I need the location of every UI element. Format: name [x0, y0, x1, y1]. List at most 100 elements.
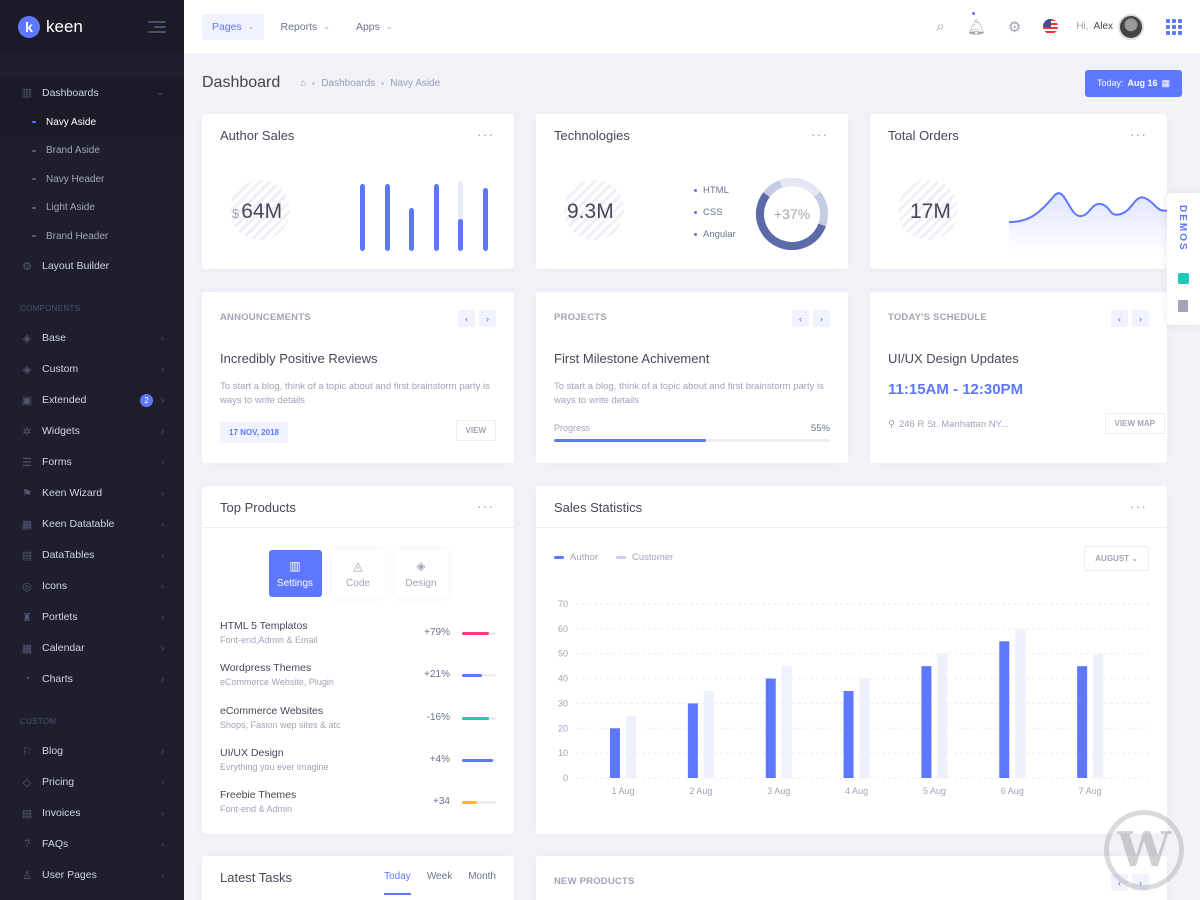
more-icon[interactable]: ···: [1130, 498, 1147, 514]
bar-author-1[interactable]: [610, 728, 620, 778]
bar-customer-1[interactable]: [626, 715, 636, 778]
today-date-button[interactable]: Today: Aug 16 ▦: [1084, 69, 1182, 97]
product-subtitle: Font-end,Admin & Email: [220, 635, 318, 645]
sidebar-item-forms[interactable]: ☰ Forms ›: [0, 447, 184, 478]
sidebar-item-keen-datatable[interactable]: ▦ Keen Datatable ›: [0, 509, 184, 540]
sidebar-item-calendar[interactable]: ▦ Calendar ›: [0, 633, 184, 664]
month-select[interactable]: AUGUST ⌄: [1084, 546, 1149, 571]
bar-author-6[interactable]: [999, 641, 1010, 778]
bar-customer-7[interactable]: [1093, 653, 1104, 778]
header-nav: Pages ⌄ Reports ⌄ Apps ⌄: [202, 13, 403, 40]
us-flag-icon[interactable]: [1043, 19, 1059, 34]
sidebar-item-base[interactable]: ◈ Base ›: [0, 323, 184, 354]
sidebar-item-layout-builder[interactable]: ⚙ Layout Builder: [0, 251, 184, 282]
sidebar-item-widgets[interactable]: ✲ Widgets ›: [0, 416, 184, 447]
flag-icon: ⚐: [22, 745, 32, 758]
author-sales-value: $64M: [232, 200, 282, 224]
apps-grid-icon[interactable]: [1166, 18, 1182, 35]
project-title: First Milestone Achivement: [554, 351, 710, 366]
sidebar-item-faqs[interactable]: ? FAQs ›: [0, 829, 184, 860]
breadcrumb-navy-aside[interactable]: Navy Aside: [390, 77, 441, 89]
tab-label: Design: [405, 577, 437, 589]
sidebar-subitem-light-aside[interactable]: Light Aside: [0, 194, 184, 223]
subheader: Dashboard ⌂ Dashboards Navy Aside Today:…: [184, 53, 1200, 113]
legend-author: Author: [554, 552, 598, 563]
product-row[interactable]: Freebie Themes Font-end & Admin +34: [220, 789, 496, 819]
tab-week[interactable]: Week: [426, 871, 453, 882]
demos-panel[interactable]: DEMOS: [1167, 193, 1200, 325]
sidebar-item-portlets[interactable]: ♜ Portlets ›: [0, 602, 184, 633]
sidebar-item-user-pages[interactable]: ♙ User Pages ›: [0, 860, 184, 891]
sidebar-item-keen-wizard[interactable]: ⚑ Keen Wizard ›: [0, 478, 184, 509]
tab-settings[interactable]: ▥ Settings: [268, 550, 322, 597]
product-row[interactable]: Wordpress Themes eCommerce Website, Plugi…: [220, 662, 496, 692]
more-icon[interactable]: ···: [477, 126, 494, 142]
brand-logo[interactable]: k: [18, 15, 40, 38]
cart-icon[interactable]: [1178, 273, 1189, 284]
sidebar-subitem-brand-header[interactable]: Brand Header: [0, 222, 184, 251]
bar-author-7[interactable]: [1077, 666, 1088, 778]
more-icon[interactable]: ···: [477, 498, 494, 514]
product-bar: [462, 674, 496, 678]
sidebar-item-dashboards[interactable]: ▥ Dashboards ⌄: [0, 77, 184, 108]
next-icon[interactable]: ›: [813, 310, 830, 327]
sidebar-item-invoices[interactable]: ▤ Invoices ›: [0, 798, 184, 829]
bar-author-4[interactable]: [843, 691, 854, 778]
sidebar-item-charts[interactable]: ◔ Charts ›: [0, 664, 184, 695]
bar-author-2[interactable]: [687, 703, 698, 778]
bar-author-3[interactable]: [765, 678, 776, 778]
chevron-right-icon: ›: [161, 674, 164, 684]
technologies-card: Technologies ··· 9.3M HTML CSS Angular +…: [536, 114, 848, 269]
sidebar-subitem-navy-aside[interactable]: Navy Aside: [0, 108, 184, 137]
product-row[interactable]: HTML 5 Templatos Font-end,Admin & Email +7…: [220, 620, 496, 650]
document-icon[interactable]: [1178, 300, 1188, 312]
sidebar-menu: ▥ Dashboards ⌄ Navy Aside Brand Aside Na…: [0, 53, 184, 891]
more-icon[interactable]: ···: [811, 126, 828, 142]
tab-code[interactable]: ◬ Code: [332, 550, 385, 597]
view-map-button[interactable]: VIEW MAP: [1104, 413, 1165, 434]
tab-design[interactable]: ◈ Design: [395, 550, 448, 597]
value-text: 64M: [241, 200, 283, 223]
nav-pages[interactable]: Pages ⌄: [202, 13, 265, 40]
bar-customer-6[interactable]: [1015, 628, 1026, 778]
gear-icon[interactable]: ⚙: [1007, 18, 1022, 36]
sidebar-item-pricing[interactable]: ◇ Pricing ›: [0, 767, 184, 798]
avatar[interactable]: [1118, 13, 1144, 40]
product-row[interactable]: UI/UX Design Evrything you ever imagine +4…: [220, 747, 496, 777]
product-bar-fill: [462, 716, 490, 720]
bar-customer-2[interactable]: [703, 691, 714, 778]
prev-icon[interactable]: ‹: [792, 310, 809, 327]
sidebar-item-extended[interactable]: ▣ Extended 2 ›: [0, 385, 184, 416]
view-button[interactable]: VIEW: [455, 420, 496, 441]
bar-customer-4[interactable]: [859, 678, 870, 778]
tab-month[interactable]: Month: [468, 871, 496, 882]
home-icon[interactable]: ⌂: [300, 77, 307, 89]
next-icon[interactable]: ›: [1132, 310, 1149, 327]
prev-icon[interactable]: ‹: [458, 310, 475, 327]
search-icon[interactable]: ⌕: [936, 18, 945, 35]
menu-toggle-icon[interactable]: [148, 18, 166, 36]
sidebar-item-icons[interactable]: ◎ Icons ›: [0, 571, 184, 602]
bell-icon[interactable]: 🔔︎: [967, 11, 986, 36]
brand-name[interactable]: keen: [46, 16, 83, 36]
tab-today[interactable]: Today: [384, 871, 411, 895]
bar-customer-3[interactable]: [781, 666, 792, 778]
tab-label: Code: [346, 577, 370, 589]
sidebar-item-blog[interactable]: ⚐ Blog ›: [0, 736, 184, 767]
next-icon[interactable]: ›: [479, 310, 496, 327]
user-menu[interactable]: Hi, Alex: [1076, 13, 1144, 40]
sidebar-subitem-navy-header[interactable]: Navy Header: [0, 165, 184, 194]
more-icon[interactable]: ···: [1130, 126, 1147, 142]
nav-apps[interactable]: Apps ⌄: [346, 14, 403, 40]
sidebar-item-custom[interactable]: ◈ Custom ›: [0, 354, 184, 385]
sidebar-item-datatables[interactable]: ▤ DataTables ›: [0, 540, 184, 571]
nav-reports[interactable]: Reports ⌄: [270, 14, 339, 40]
x-tick-label: 1 Aug: [611, 786, 634, 796]
bar-customer-5[interactable]: [937, 653, 948, 778]
product-name: Wordpress Themes: [220, 662, 312, 675]
breadcrumb-dashboards[interactable]: Dashboards: [321, 77, 376, 89]
prev-icon[interactable]: ‹: [1111, 310, 1128, 327]
sidebar-subitem-brand-aside[interactable]: Brand Aside: [0, 137, 184, 166]
product-row[interactable]: eCommerce Websites Shops, Fasion wep site…: [220, 705, 496, 735]
bar-author-5[interactable]: [921, 666, 932, 778]
